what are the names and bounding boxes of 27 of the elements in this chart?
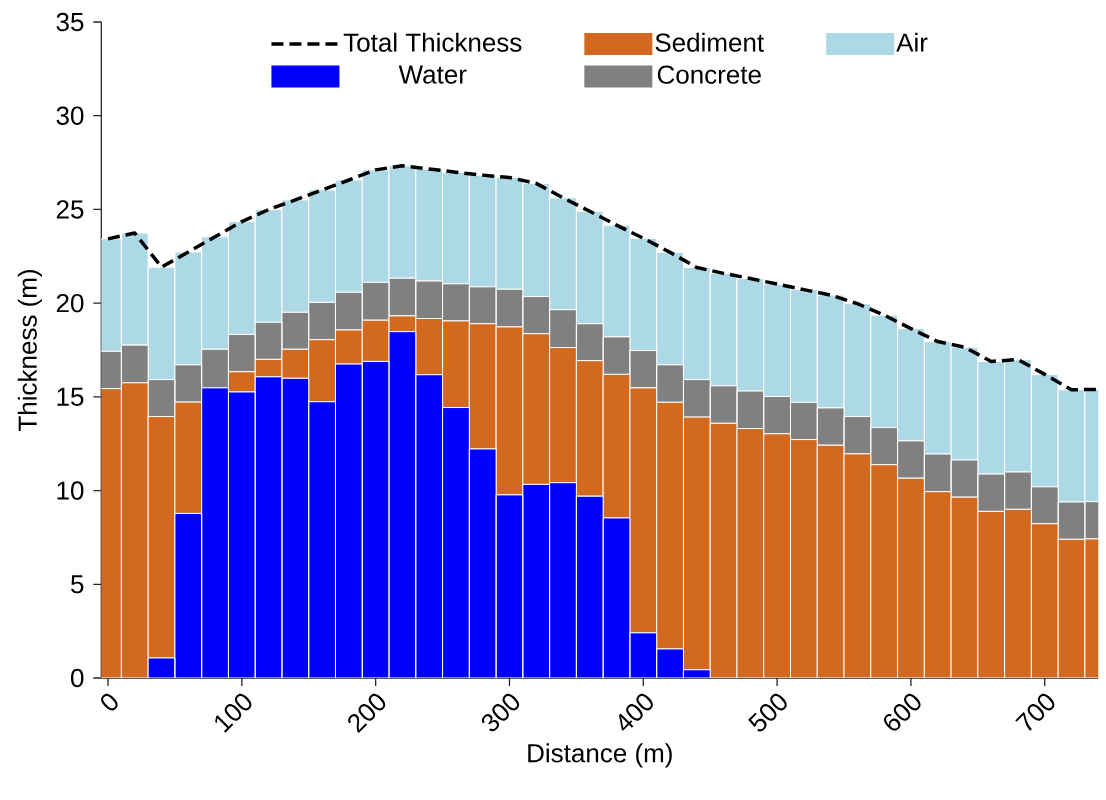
x-tick-label: 700	[1015, 693, 1055, 731]
legend-label: Sediment	[655, 32, 764, 52]
legend-label: Concrete	[657, 65, 761, 84]
bar	[495, 494, 524, 678]
x-tick-label: 100	[215, 693, 252, 733]
x-tick-label: 200	[348, 693, 386, 734]
x-tick-label: 400	[619, 693, 653, 731]
bar	[602, 336, 631, 375]
y-axis-title: Thickness (m)	[17, 270, 42, 432]
y-tick-label: 10	[57, 481, 84, 500]
x-axis-title: Distance (m)	[528, 743, 672, 768]
x-tick-label: 600	[884, 693, 921, 731]
y-tick-label: 0	[71, 668, 84, 688]
legend-label: Water	[398, 65, 467, 84]
x-tick-label: 500	[748, 693, 787, 732]
x-tick-label: 300	[481, 693, 520, 732]
y-tick-label: 35	[56, 12, 84, 32]
y-tick-label: 15	[57, 387, 84, 406]
y-tick-label: 30	[56, 106, 84, 125]
y-tick-label: 25	[56, 200, 84, 219]
x-tick-label: 0	[101, 693, 118, 711]
bar	[147, 379, 176, 418]
y-tick-label: 20	[56, 293, 84, 313]
y-tick-label: 5	[71, 575, 84, 594]
legend-label: Air	[896, 32, 928, 52]
legend-label: Total Thickness	[343, 32, 522, 52]
bar	[602, 517, 631, 678]
